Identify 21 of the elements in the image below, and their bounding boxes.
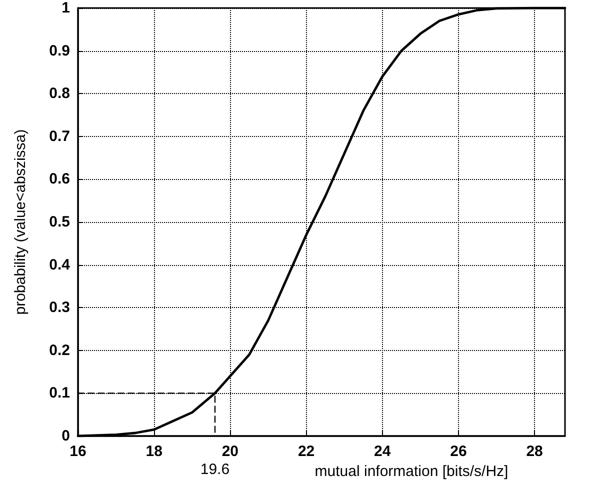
x-tick-label: 28 xyxy=(526,443,543,460)
x-tick-label: 24 xyxy=(374,443,392,460)
y-tick-label: 0.9 xyxy=(49,42,70,60)
y-axis-title: probability (value<abszissa) xyxy=(12,129,29,315)
annotation: 19.6 xyxy=(200,461,230,478)
y-tick-label: 0.6 xyxy=(49,170,70,188)
y-tick-label: 0.1 xyxy=(49,384,70,402)
y-tick-label: 0.4 xyxy=(49,256,71,274)
y-tick-label: 0.2 xyxy=(49,342,70,359)
y-tick-label: 0.8 xyxy=(49,85,70,102)
x-tick-label: 26 xyxy=(450,443,467,460)
y-tick-label: 0.5 xyxy=(49,214,70,230)
y-tick-label: 0 xyxy=(62,428,70,444)
x-tick-label: 18 xyxy=(146,443,162,460)
y-tick-label: 0.7 xyxy=(49,128,70,145)
x-tick-label: 16 xyxy=(70,443,86,460)
x-tick-label: 20 xyxy=(222,443,239,460)
y-tick-label: 0.3 xyxy=(49,299,70,316)
x-tick-label: 22 xyxy=(298,443,315,460)
y-tick-label: 1 xyxy=(62,0,70,16)
x-axis-title: mutual information [bits/s/Hz] xyxy=(314,463,508,480)
